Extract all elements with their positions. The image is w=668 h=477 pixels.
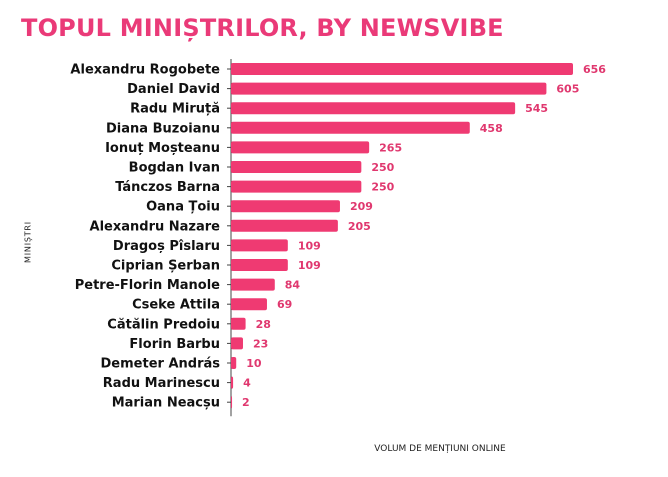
bar (231, 357, 237, 369)
value-label: 109 (298, 259, 321, 272)
value-label: 28 (256, 318, 271, 331)
bar (231, 317, 246, 330)
category-label: Demeter András (101, 357, 221, 372)
category-label: Petre-Florin Manole (75, 278, 220, 293)
category-label: Tánczos Barna (115, 180, 220, 195)
bar (231, 141, 370, 154)
category-label: Alexandru Nazare (90, 219, 221, 234)
value-label: 458 (480, 122, 503, 135)
value-label: 4 (243, 377, 251, 390)
bar (231, 298, 267, 311)
bar (231, 259, 288, 271)
bar (231, 200, 340, 213)
value-label: 209 (350, 200, 373, 213)
bar (231, 180, 362, 193)
value-label: 84 (285, 279, 301, 292)
category-label: Radu Miruță (130, 102, 220, 117)
category-label: Alexandru Rogobete (70, 63, 220, 78)
value-label: 656 (583, 63, 606, 76)
bar (231, 161, 362, 173)
category-label: Diana Buzoianu (106, 121, 220, 136)
category-label: Florin Barbu (129, 337, 220, 352)
bar (231, 278, 275, 291)
category-label: Daniel David (127, 82, 220, 97)
value-label: 545 (525, 102, 548, 115)
category-label: Dragoș Pîslaru (113, 239, 220, 254)
value-label: 205 (348, 220, 371, 233)
bar (231, 396, 233, 409)
value-label: 605 (556, 83, 579, 96)
category-label: Bogdan Ivan (129, 161, 220, 176)
category-label: Ciprian Șerban (111, 259, 220, 274)
value-label: 10 (246, 357, 262, 370)
chart-title: TOPUL MINIȘTRILOR, BY NEWSVIBE (21, 14, 504, 42)
category-label: Marian Neacșu (112, 396, 220, 411)
x-axis-label: VOLUM DE MENȚIUNI ONLINE (374, 444, 506, 454)
category-label: Oana Țoiu (146, 200, 220, 215)
bar (231, 121, 470, 134)
value-label: 250 (371, 161, 394, 174)
bar (231, 219, 338, 232)
bar (231, 102, 516, 115)
value-label: 23 (253, 337, 268, 350)
bar (231, 239, 288, 252)
category-label: Radu Marinescu (103, 376, 220, 391)
value-label: 109 (298, 239, 321, 252)
value-label: 69 (277, 298, 292, 311)
bar (231, 63, 573, 75)
value-label: 250 (371, 181, 394, 194)
value-label: 2 (242, 396, 250, 409)
category-label: Cătălin Predoiu (107, 317, 220, 332)
bar (231, 337, 243, 350)
category-label: Ionuț Moșteanu (105, 141, 220, 156)
bar (231, 82, 547, 95)
bar (231, 376, 234, 389)
value-label: 265 (379, 141, 402, 154)
category-label: Cseke Attila (132, 298, 220, 313)
